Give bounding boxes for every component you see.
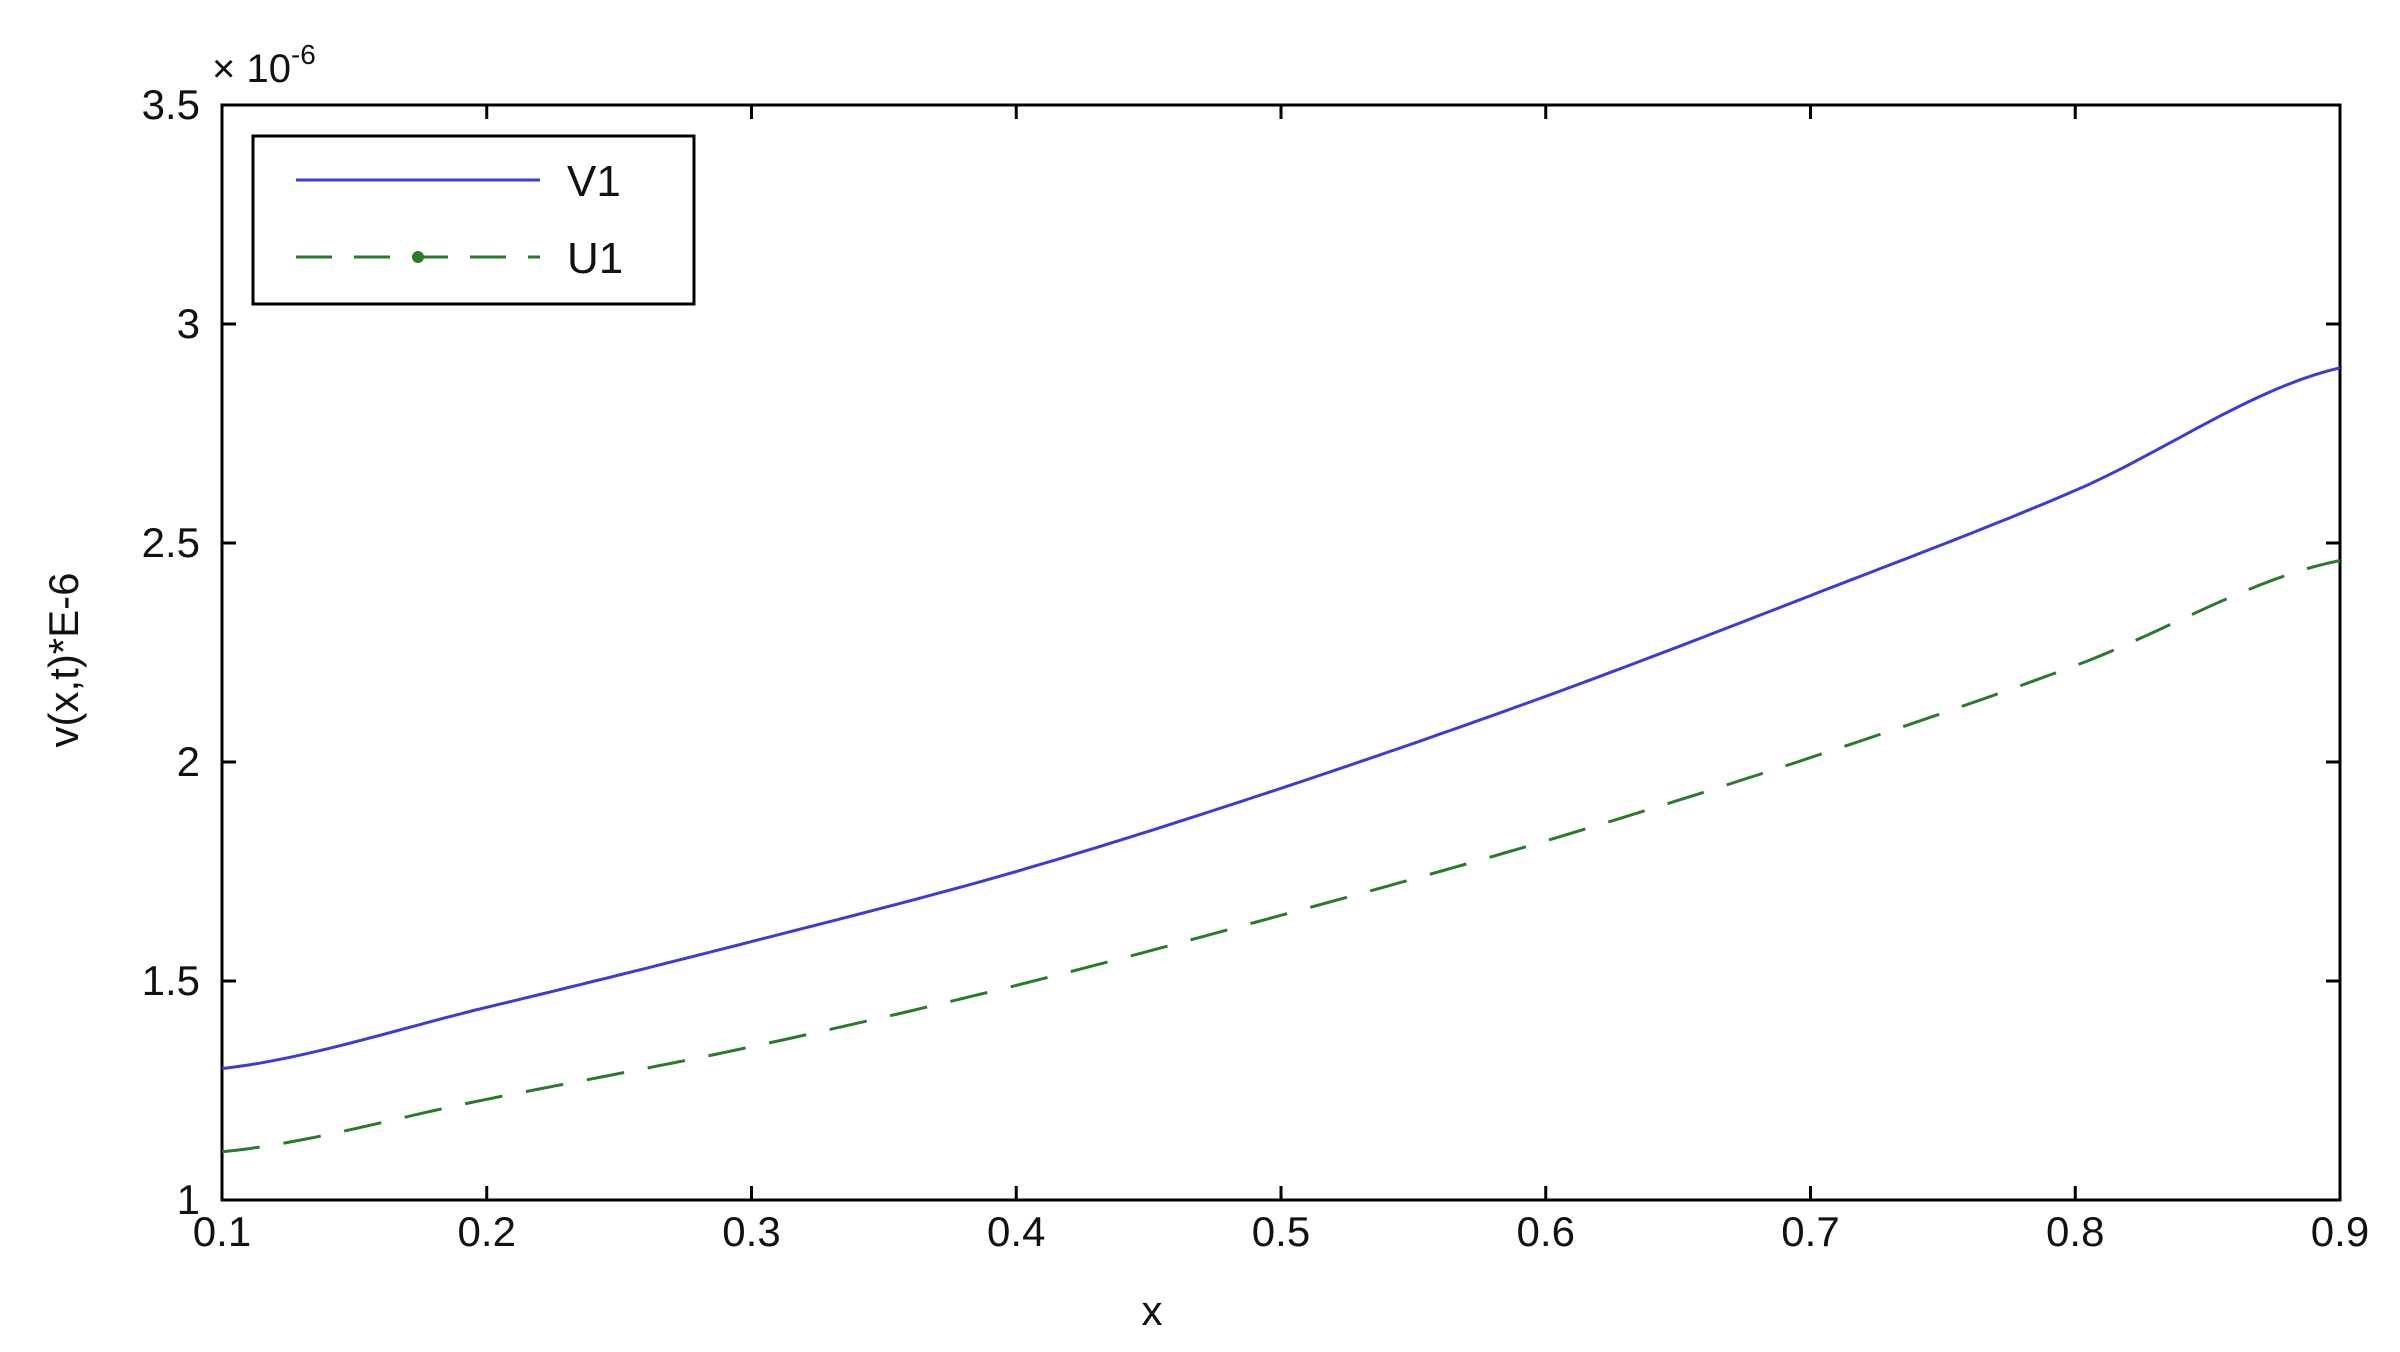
y-tick-label: 3 <box>177 300 200 347</box>
y-multiplier-base: × 10 <box>212 47 291 91</box>
x-tick-label: 0.8 <box>2046 1208 2104 1255</box>
series-lines <box>221 366 2341 1154</box>
legend: V1 U1 <box>251 134 696 306</box>
series-line-u1 <box>221 559 2341 1154</box>
legend-box <box>251 134 696 306</box>
x-axis-label: x <box>1142 1287 1163 1334</box>
y-multiplier: × 10-6 <box>212 39 316 91</box>
y-tick-labels: 1 1.5 2 2.5 3 3.5 <box>142 81 200 1223</box>
x-tick-label: 0.4 <box>987 1208 1045 1255</box>
y-multiplier-exponent: -6 <box>291 39 316 70</box>
y-tick-label: 2 <box>177 738 200 785</box>
x-tick-labels: 0.1 0.2 0.3 0.4 0.5 0.6 0.7 0.8 0.9 <box>193 1208 2369 1255</box>
y-tick-label: 1 <box>177 1176 200 1223</box>
y-tick-label: 2.5 <box>142 519 200 566</box>
series-line-v1 <box>221 366 2341 1071</box>
legend-label-u1: U1 <box>567 234 623 283</box>
x-tick-label: 0.9 <box>2311 1208 2369 1255</box>
x-tick-label: 0.5 <box>1252 1208 1310 1255</box>
x-tick-label: 0.1 <box>193 1208 251 1255</box>
x-tick-label: 0.6 <box>1517 1208 1575 1255</box>
x-tick-label: 0.7 <box>1781 1208 1839 1255</box>
legend-marker-u1 <box>412 251 424 263</box>
x-tick-label: 0.2 <box>458 1208 516 1255</box>
y-axis-label: v(x,t)*E-6 <box>40 572 87 747</box>
y-tick-label: 1.5 <box>142 957 200 1004</box>
axis-ticks <box>220 103 2342 1202</box>
x-tick-label: 0.3 <box>722 1208 780 1255</box>
y-tick-label: 3.5 <box>142 81 200 128</box>
legend-label-v1: V1 <box>567 157 621 206</box>
